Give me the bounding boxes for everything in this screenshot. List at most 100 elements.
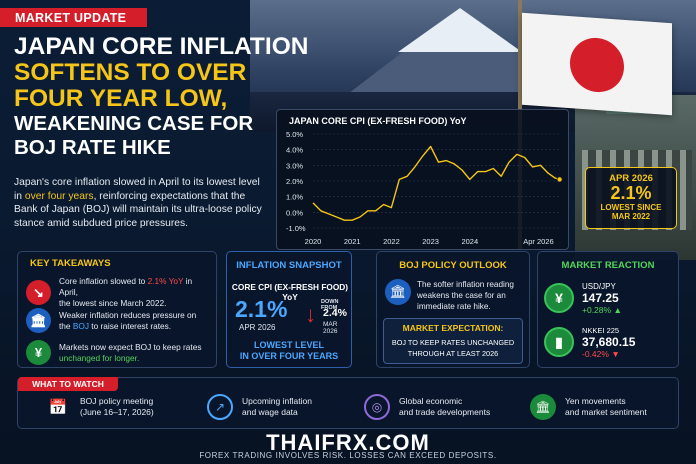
y-tick-label: 3.0% — [286, 161, 303, 170]
down-arrow-icon: ▼ — [611, 348, 620, 359]
snapshot-period: APR 2026 — [239, 323, 276, 332]
boj-text-1: The softer inflation reading — [417, 280, 514, 289]
key-takeaways-title: KEY TAKEAWAYS — [30, 258, 111, 269]
watch-text-2: Upcoming inflation and wage data — [242, 396, 312, 418]
intro-paragraph: Japan's core inflation slowed in April t… — [14, 176, 264, 230]
intro-text-2: , reinforcing expectations that the Bank… — [14, 190, 262, 229]
x-tick-label: 2020 — [305, 237, 322, 246]
cpi-series-line — [312, 145, 560, 221]
takeaway-text-3: Markets now expect BOJ to keep rates unch… — [59, 342, 202, 364]
headline-line-3: FOUR YEAR LOW, — [14, 85, 228, 112]
chart-title: JAPAN CORE CPI (EX-FRESH FOOD) YoY — [289, 116, 467, 126]
takeaway-1d: the lowest since March 2022. — [59, 298, 167, 308]
usdjpy-change-row: +0.28% ▲ — [582, 305, 622, 315]
takeaway-3a: Markets now expect BOJ to keep rates — [59, 341, 202, 352]
x-tick-label: 2022 — [383, 237, 400, 246]
takeaway-2a: Weaker inflation reduces pressure on — [59, 309, 197, 320]
headline-line-4: WEAKENING CASE FOR — [14, 112, 254, 135]
market-update-badge: MARKET UPDATE — [0, 8, 147, 27]
boj-text-2: weakens the case for an — [417, 291, 506, 300]
watch-2b: and wage data — [242, 407, 298, 417]
watch-item-1: 📅 BOJ policy meeting (June 16–17, 2026) — [45, 394, 154, 420]
snapshot-metric: CORE CPI (EX-FRESH FOOD) YoY — [231, 282, 349, 302]
watch-text-4: Yen movements and market sentiment — [565, 396, 647, 418]
y-tick-label: -1.0% — [286, 224, 306, 233]
nikkei-item: ▮ NKKEI 225 37,680.15 -0.42% ▼ — [544, 323, 674, 361]
takeaway-text-1: Core inflation slowed to 2.1% YoY in Apr… — [59, 276, 206, 309]
watch-item-4: 🏛 Yen movements and market sentiment — [530, 394, 647, 420]
bar-chart-icon: ▮ — [544, 327, 574, 357]
expectation-line-2: THROUGH AT LEAST 2026 — [407, 349, 499, 358]
boj-policy-outlook-panel: BOJ POLICY OUTLOOK 🏛 The softer inflatio… — [376, 251, 530, 368]
site-logo: THAIFRX.COM — [266, 430, 430, 455]
snapshot-down-label: DOWN FROM — [321, 299, 339, 311]
takeaway-1-highlight: 2.1% YoY — [147, 276, 184, 286]
x-tick-label: Apr 2026 — [523, 237, 553, 246]
watch-item-2: ↗ Upcoming inflation and wage data — [207, 394, 312, 420]
globe-icon: ◎ — [364, 394, 390, 420]
expectation-title: MARKET EXPECTATION: — [402, 323, 504, 333]
watch-1b: (June 16–17, 2026) — [80, 407, 154, 417]
headline-line-1: JAPAN CORE INFLATION — [14, 33, 309, 60]
watch-text-3: Global economic and trade developments — [399, 396, 490, 418]
bank-icon: 🏛 — [530, 394, 556, 420]
mount-fuji-snowcap — [398, 8, 522, 52]
market-expectation-box: MARKET EXPECTATION: BOJ TO KEEP RATES UN… — [383, 318, 523, 364]
nikkei-change: -0.42% — [582, 348, 609, 359]
x-tick-label: 2024 — [461, 237, 478, 246]
nikkei-label: NKKEI 225 — [582, 325, 620, 335]
x-tick-label: 2023 — [422, 237, 439, 246]
chart-down-icon: ↘ — [26, 280, 51, 305]
takeaway-item-2: 🏛 Weaker inflation reduces pressure on th… — [26, 308, 206, 333]
y-tick-label: 1.0% — [286, 193, 303, 202]
latest-point-marker — [556, 176, 563, 183]
up-arrow-icon: ▲ — [613, 304, 622, 315]
takeaway-item-3: ¥ Markets now expect BOJ to keep rates un… — [26, 340, 206, 365]
headline-line-5: BOJ RATE HIKE — [14, 136, 171, 159]
watch-text-1: BOJ policy meeting (June 16–17, 2026) — [80, 396, 154, 418]
watch-3b: and trade developments — [399, 407, 491, 417]
what-to-watch-panel: WHAT TO WATCH 📅 BOJ policy meeting (June … — [17, 377, 679, 429]
nikkei-value: 37,680.15 — [582, 334, 636, 349]
inflation-snapshot-panel: INFLATION SNAPSHOT CORE CPI (EX-FRESH FO… — [226, 251, 352, 368]
boj-bank-icon: 🏛 — [385, 279, 411, 305]
takeaway-2-highlight: BOJ — [72, 320, 89, 331]
cpi-chart-panel: JAPAN CORE CPI (EX-FRESH FOOD) YoY 5.0% 4… — [276, 109, 569, 250]
takeaway-3-highlight: unchanged for longer. — [59, 352, 140, 363]
yen-icon: ¥ — [26, 340, 51, 365]
intro-highlight: over four years — [24, 190, 94, 202]
usdjpy-text: USD/JPY 147.25 +0.28% ▲ — [582, 282, 622, 315]
snapshot-foot-2: IN OVER FOUR YEARS — [239, 351, 339, 361]
watch-4a: Yen movements — [565, 396, 626, 406]
callout-period: APR 2026 — [609, 173, 653, 184]
yen-icon: ¥ — [544, 283, 574, 313]
usdjpy-value: 147.25 — [582, 290, 619, 305]
takeaway-2d: to raise interest rates. — [88, 320, 172, 331]
takeaway-1c: in April, — [59, 276, 193, 297]
usdjpy-item: ¥ USD/JPY 147.25 +0.28% ▲ — [544, 279, 674, 317]
headline: JAPAN CORE INFLATION SOFTENS TO OVER FOU… — [14, 34, 334, 160]
usdjpy-change: +0.28% — [582, 304, 612, 315]
watch-3a: Global economic — [399, 396, 463, 406]
bank-icon: 🏛 — [26, 308, 51, 333]
y-tick-label: 4.0% — [286, 146, 303, 155]
watch-4b: and market sentiment — [565, 407, 647, 417]
apr-2026-callout: APR 2026 2.1% LOWEST SINCE MAR 2022 — [585, 167, 677, 229]
snapshot-prev-value: 2.4% — [323, 307, 347, 319]
watch-item-3: ◎ Global economic and trade developments — [364, 394, 490, 420]
market-reaction-panel: MARKET REACTION ¥ USD/JPY 147.25 +0.28% … — [537, 251, 679, 368]
callout-note-2: MAR 2022 — [611, 212, 651, 221]
usdjpy-label: USD/JPY — [582, 281, 616, 291]
takeaway-text-2: Weaker inflation reduces pressure on the … — [59, 310, 196, 332]
boj-outlook-text: The softer inflation reading weakens the… — [417, 279, 514, 312]
headline-line-2: SOFTENS TO OVER — [14, 59, 247, 86]
takeaway-item-1: ↘ Core inflation slowed to 2.1% YoY in A… — [26, 276, 206, 309]
watch-2a: Upcoming inflation — [242, 396, 312, 406]
y-tick-label: 5.0% — [286, 130, 303, 139]
callout-value: 2.1% — [610, 183, 652, 203]
risk-disclaimer: FOREX TRADING INVOLVES RISK. LOSSES CAN … — [199, 451, 497, 460]
down-arrow-icon: ↓ — [305, 302, 316, 327]
cpi-line-chart: 5.0% 4.0% 3.0% 2.0% 1.0% 0.0% -1.0% 2020 2021 202… — [286, 130, 563, 246]
x-tick-label: 2021 — [344, 237, 361, 246]
trend-chart-icon: ↗ — [207, 394, 233, 420]
